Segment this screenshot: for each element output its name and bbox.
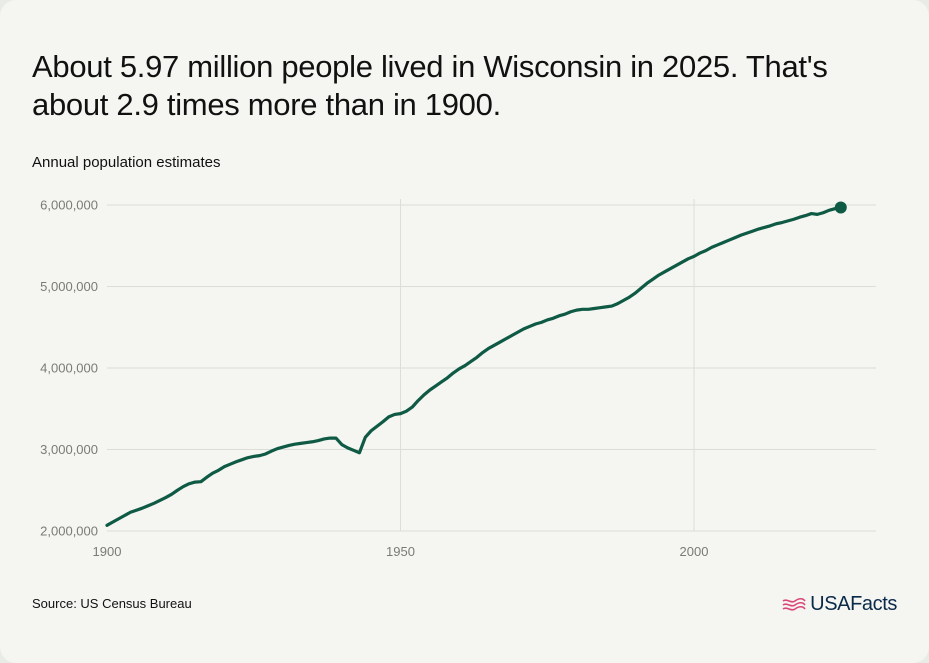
- x-tick-label: 1950: [386, 544, 415, 559]
- chart-subtitle: Annual population estimates: [32, 154, 221, 171]
- page-title: About 5.97 million people lived in Wisco…: [32, 49, 828, 122]
- chart-axis-ticks: 2,000,000 3,000,000 4,000,000 5,000,000 6,00…: [40, 198, 708, 560]
- y-tick-label: 3,000,000: [40, 442, 98, 457]
- chart-series: [105, 201, 847, 527]
- brand-name: USAFacts: [810, 593, 897, 615]
- y-tick-label: 5,000,000: [40, 279, 98, 294]
- x-tick-label: 2000: [680, 544, 709, 559]
- brand-logo[interactable]: USAFacts: [782, 593, 897, 616]
- x-tick-label: 1900: [93, 544, 122, 559]
- chart-grid: [107, 199, 876, 532]
- source-note: Source: US Census Bureau: [32, 596, 192, 611]
- latest-value-point[interactable]: [834, 201, 847, 214]
- y-tick-label: 6,000,000: [40, 198, 98, 213]
- usafacts-flag-icon: [782, 597, 806, 611]
- y-tick-label: 4,000,000: [40, 361, 98, 376]
- series-line: [105, 205, 843, 527]
- y-tick-label: 2,000,000: [40, 524, 98, 539]
